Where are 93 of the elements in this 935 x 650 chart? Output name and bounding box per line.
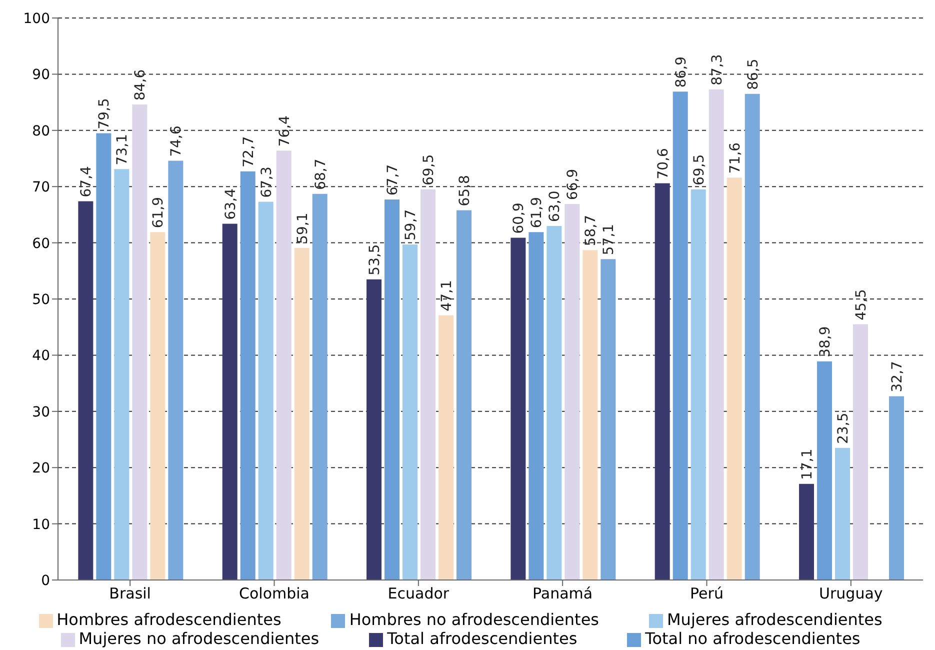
data-label: 74,6 — [168, 125, 185, 157]
x-tick-label: Perú — [690, 584, 724, 603]
legend-label: Hombres no afrodescendientes — [349, 610, 599, 629]
data-label: 84,6 — [132, 69, 149, 101]
bar — [654, 183, 670, 580]
bar — [546, 226, 562, 580]
data-label: 72,7 — [240, 136, 257, 168]
bar — [420, 189, 436, 580]
bar — [690, 189, 706, 580]
data-label: 45,5 — [854, 289, 870, 320]
data-label: 57,1 — [601, 224, 618, 256]
bar — [294, 248, 310, 580]
y-tick-label: 0 — [41, 572, 50, 589]
data-label: 73,1 — [114, 134, 131, 166]
data-label: 67,4 — [78, 166, 95, 198]
data-label: 69,5 — [421, 154, 438, 186]
y-tick-label: 60 — [32, 236, 50, 252]
data-label: 67,3 — [258, 166, 275, 198]
y-tick-label: 30 — [32, 404, 50, 420]
bar — [258, 202, 274, 580]
y-tick-label: 100 — [23, 10, 50, 27]
y-tick-label: 70 — [32, 180, 50, 196]
bar — [510, 238, 526, 580]
legend-label: Total no afrodescendientes — [645, 629, 860, 648]
bar — [402, 244, 418, 580]
data-label: 71,6 — [727, 142, 744, 174]
bar — [438, 315, 454, 580]
data-label: 23,5 — [836, 412, 852, 444]
x-tick-label: Uruguay — [819, 584, 883, 603]
data-label: 59,7 — [403, 209, 420, 240]
x-tick-label: Colombia — [239, 584, 310, 603]
data-label: 69,5 — [691, 154, 708, 186]
data-label: 68,7 — [312, 158, 329, 190]
data-label: 61,9 — [150, 196, 167, 228]
x-tick-label: Brasil — [109, 584, 151, 603]
bar — [600, 259, 616, 580]
data-label: 66,9 — [565, 168, 582, 200]
bar — [528, 232, 544, 580]
data-label: 47,1 — [439, 280, 456, 312]
bar — [835, 448, 850, 580]
bar — [114, 169, 130, 580]
bar — [222, 224, 238, 580]
bar — [168, 160, 184, 580]
data-label: 65,8 — [457, 175, 474, 206]
legend-label: Mujeres afrodescendientes — [667, 610, 882, 629]
data-label: 17,1 — [800, 448, 816, 480]
bar — [276, 150, 292, 580]
data-label: 70,6 — [655, 148, 672, 180]
bar — [708, 89, 724, 580]
bar — [366, 279, 382, 580]
data-label: 86,5 — [745, 58, 762, 90]
bar — [132, 104, 148, 580]
data-label: 38,9 — [818, 326, 834, 358]
bar — [672, 92, 688, 580]
y-tick-label: 10 — [32, 516, 50, 533]
data-label: 53,5 — [367, 244, 384, 276]
bar — [384, 200, 400, 580]
data-label: 87,3 — [709, 54, 726, 86]
bar — [240, 171, 256, 580]
bar — [456, 210, 472, 580]
data-label: 60,9 — [511, 202, 528, 234]
data-label: 63,0 — [547, 190, 564, 222]
legend-label: Mujeres no afrodescendientes — [78, 629, 320, 648]
bar — [744, 94, 760, 580]
bar — [889, 396, 904, 580]
data-label: 76,4 — [276, 115, 293, 147]
y-tick-label: 40 — [32, 348, 50, 364]
bar — [817, 361, 832, 580]
data-label: 59,1 — [294, 212, 311, 244]
bar — [853, 324, 868, 580]
data-label: 61,9 — [529, 196, 546, 228]
legend-label: Total afrodescendientes — [387, 629, 578, 648]
bar — [312, 194, 328, 580]
bar — [582, 250, 598, 580]
data-label: 86,9 — [673, 56, 690, 88]
data-label: 79,5 — [96, 98, 113, 130]
bar — [96, 133, 112, 580]
x-tick-label: Panamá — [532, 584, 593, 603]
x-tick-label: Ecuador — [388, 584, 450, 603]
data-label: 63,4 — [222, 188, 239, 220]
y-tick-label: 50 — [32, 292, 50, 308]
bar — [150, 232, 166, 580]
y-tick-label: 20 — [32, 460, 50, 477]
bar — [799, 484, 814, 580]
data-label: 67,7 — [385, 164, 402, 196]
y-tick-label: 90 — [32, 67, 50, 84]
bar — [726, 178, 742, 580]
legend-label: Hombres afrodescendientes — [56, 610, 282, 629]
data-label: 58,7 — [583, 214, 600, 246]
bar — [78, 201, 94, 580]
data-label: 32,7 — [890, 361, 906, 392]
y-tick-label: 80 — [32, 123, 50, 140]
bar — [564, 204, 580, 580]
